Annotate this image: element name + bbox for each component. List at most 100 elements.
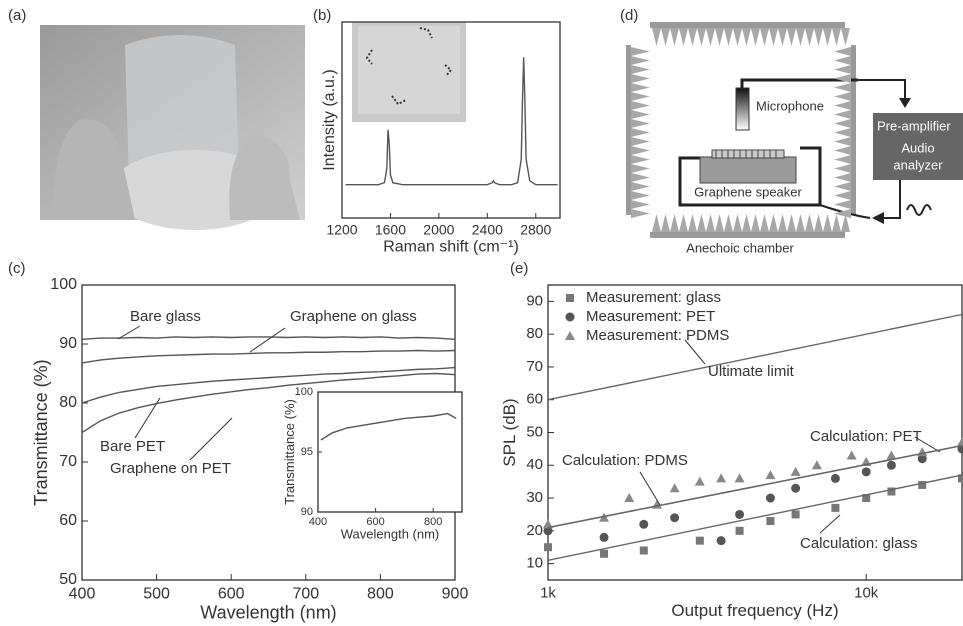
y-tick-label: 10: [526, 555, 543, 572]
marker: [792, 510, 800, 518]
absorber-spike: [715, 214, 724, 232]
marker: [766, 517, 774, 525]
marker: [735, 510, 744, 519]
absorber-spike: [834, 128, 851, 137]
diagram-label: Pre-amplifier: [877, 118, 951, 133]
absorber-spike: [742, 28, 751, 46]
y-axis-label: SPL (dB): [500, 398, 519, 466]
absorber-spike: [805, 28, 814, 46]
x-tick-label: 600: [218, 586, 245, 603]
absorber-spike: [631, 164, 650, 173]
absorber-spike: [834, 65, 851, 74]
page: {"photo": {"label": "(a)"}, "diagram": {…: [0, 0, 963, 626]
y-tick-label: 20: [526, 522, 543, 539]
x-axis-label: Wavelength (nm): [341, 527, 440, 542]
absorber-spike: [631, 209, 650, 218]
absorber-spike: [834, 101, 851, 110]
x-axis-label: Wavelength (nm): [200, 602, 336, 622]
series-line: [82, 350, 455, 362]
absorber-spike: [832, 214, 841, 232]
y-axis-label: Intensity (a.u.): [321, 69, 338, 170]
absorber-spike: [834, 119, 851, 128]
absorber-spike: [631, 65, 650, 74]
marker: [670, 513, 679, 522]
y-tick-label: 80: [59, 394, 77, 411]
absorber-spike: [769, 28, 778, 46]
absorber-spike: [787, 28, 796, 46]
annotation-arrow: [640, 472, 660, 505]
legend-label: Measurement: glass: [586, 289, 721, 306]
marker: [670, 483, 680, 492]
absorber-spike: [823, 28, 832, 46]
diagram-label: Audio: [901, 140, 934, 155]
legend-marker: [566, 294, 574, 302]
y-tick-label: 90: [301, 506, 313, 518]
absorber-spike: [724, 214, 733, 232]
y-tick-label: 90: [526, 292, 543, 309]
absorber-spike: [760, 28, 769, 46]
absorber-spike: [631, 155, 650, 164]
absorber-spike: [733, 28, 742, 46]
marker: [544, 543, 552, 551]
marker: [600, 533, 609, 542]
x-tick-label: 10k: [854, 584, 879, 601]
absorber-spike: [631, 92, 650, 101]
absorber-spike: [631, 110, 650, 119]
panel-label: (e): [510, 260, 528, 277]
absorber-spike: [688, 214, 697, 232]
absorber-spike: [631, 146, 650, 155]
marker: [886, 450, 896, 459]
absorber-spike: [661, 28, 670, 46]
series-annotation: Calculation: glass: [800, 535, 918, 552]
absorber-spike: [724, 28, 733, 46]
absorber-spike: [652, 28, 661, 46]
absorber-spike: [631, 101, 650, 110]
series-annotation: Graphene on glass: [290, 308, 417, 325]
y-tick-label: 70: [526, 358, 543, 375]
absorber-spike: [631, 56, 650, 65]
absorber-spike: [834, 146, 851, 155]
photo: [40, 25, 305, 230]
marker: [791, 484, 800, 493]
absorber-spike: [733, 214, 742, 232]
absorber-spike: [778, 28, 787, 46]
legend-label: Measurement: PET: [586, 308, 715, 325]
y-tick-label: 50: [59, 571, 77, 588]
absorber-spike: [823, 214, 832, 232]
marker: [695, 477, 705, 486]
absorber-spike: [787, 214, 796, 232]
absorber-spike: [742, 214, 751, 232]
y-tick-label: 60: [59, 512, 77, 529]
absorber-spike: [834, 56, 851, 65]
absorber-spike: [814, 28, 823, 46]
absorber-spike: [751, 28, 760, 46]
marker: [696, 537, 704, 545]
plot-frame: [318, 392, 462, 512]
absorber-spike: [679, 214, 688, 232]
series-annotation: Calculation: PET: [810, 428, 922, 445]
absorber-spike: [760, 214, 769, 232]
absorber-spike: [631, 47, 650, 56]
marker: [624, 493, 634, 502]
marker: [847, 450, 857, 459]
absorber-spike: [834, 200, 851, 209]
x-tick-label: 1600: [375, 221, 406, 237]
absorber-spike: [670, 28, 679, 46]
legend-marker: [566, 313, 575, 322]
absorber-spike: [796, 214, 805, 232]
absorber-spike: [834, 137, 851, 146]
raman-inset-photo: [352, 22, 466, 122]
diagram-label: analyzer: [893, 157, 943, 172]
marker: [716, 473, 726, 482]
y-axis-label: Transmittance (%): [282, 399, 297, 505]
legend-label: Measurement: PDMS: [586, 327, 729, 344]
series-annotation: Calculation: PDMS: [562, 452, 688, 469]
y-tick-label: 90: [59, 335, 77, 352]
panel-label: (d): [620, 7, 638, 24]
x-tick-label: 700: [292, 586, 319, 603]
absorber-spike: [670, 214, 679, 232]
absorber-spike: [834, 83, 851, 92]
y-axis-label: Transmittance (%): [31, 359, 51, 505]
diagram-label: Graphene speaker: [694, 184, 802, 199]
marker: [791, 467, 801, 476]
